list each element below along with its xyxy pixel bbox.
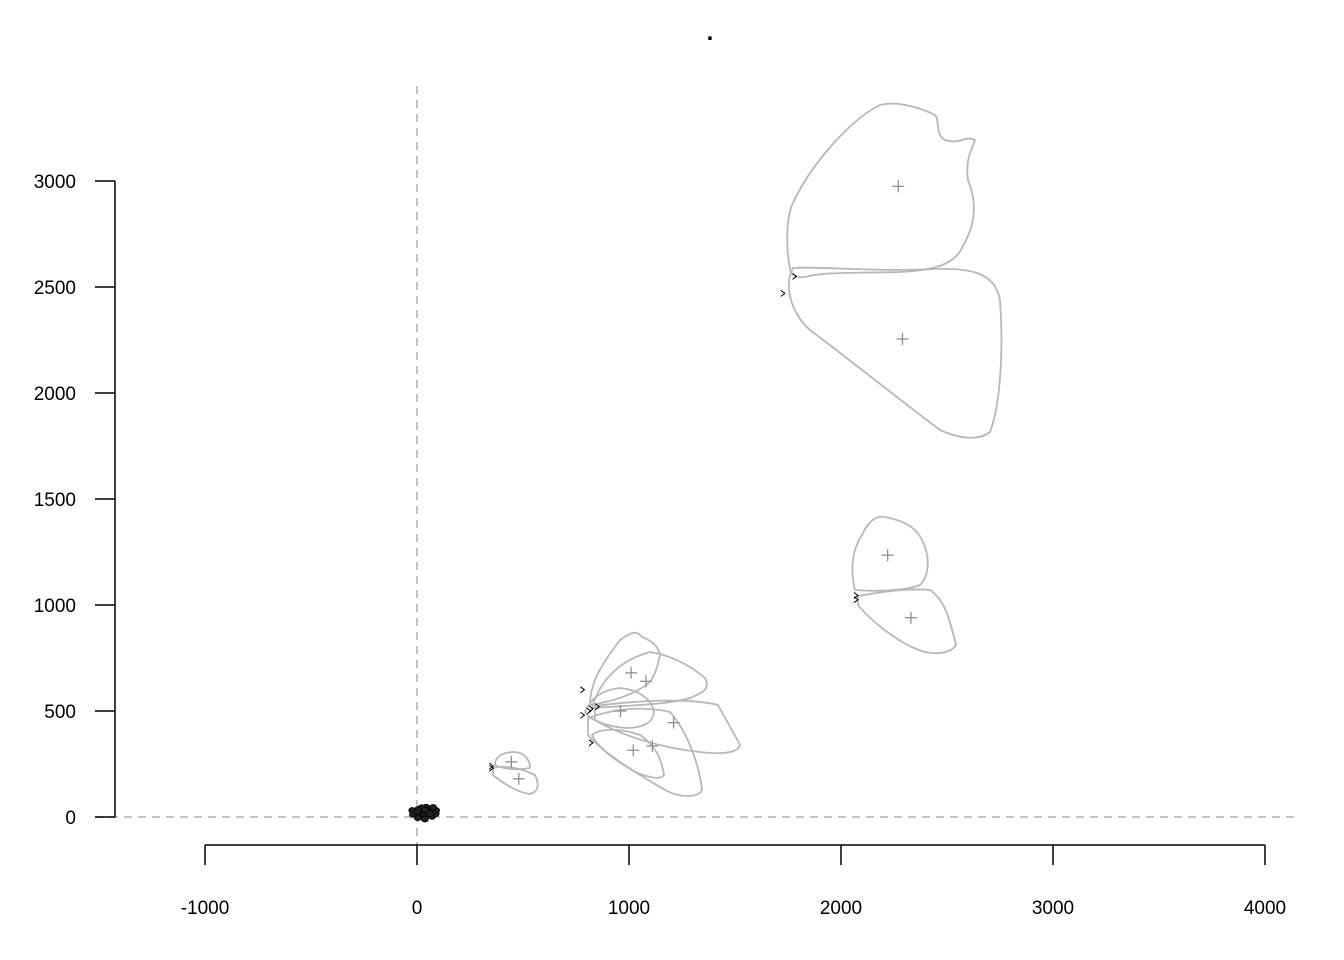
origin-point <box>421 806 429 814</box>
shape-outline-s2 <box>788 266 1003 439</box>
origin-point <box>413 808 422 816</box>
origin-point <box>425 810 434 817</box>
anchor-arrows <box>489 273 859 772</box>
centroid-marker-s7 <box>614 705 627 717</box>
shape-outline-s3 <box>851 515 929 592</box>
x-tick-label: 2000 <box>820 898 862 919</box>
shape-outline-s4 <box>857 588 957 655</box>
centroid-markers <box>505 180 917 785</box>
x-tick-label: 1000 <box>608 898 650 919</box>
anchor-arrow-s6 <box>595 703 601 711</box>
origin-point <box>413 814 422 822</box>
anchor-arrow-s2 <box>780 289 786 297</box>
y-tick-label: 1500 <box>34 490 76 511</box>
y-tick-label: 3000 <box>34 172 76 193</box>
shape-outline-s5 <box>589 631 661 707</box>
x-axis: -1000 0 1000 2000 3000 4000 <box>181 844 1286 919</box>
origin-point <box>420 816 429 823</box>
centroid-marker-s2 <box>896 332 909 345</box>
anchor-arrow-s12 <box>489 764 495 772</box>
shape-outline-s12 <box>492 765 539 795</box>
centroid-marker-s12 <box>512 772 525 785</box>
centroid-marker-s11 <box>505 755 518 768</box>
shape-outline-s10 <box>587 707 703 797</box>
y-axis: 0 500 1000 1500 2000 2500 3000 <box>34 172 116 829</box>
anchor-arrow-s11 <box>489 762 495 770</box>
shape-outline-s7 <box>583 687 655 729</box>
shape-outline-s9 <box>590 728 665 779</box>
anchor-arrow-s1 <box>792 273 798 280</box>
x-tick-label: 4000 <box>1244 898 1286 919</box>
x-tick-label: 3000 <box>1032 898 1074 919</box>
centroid-marker-s8 <box>667 716 680 729</box>
y-tick-label: 2500 <box>34 278 76 299</box>
origin-point <box>429 804 438 811</box>
x-tick-label: -1000 <box>181 898 230 919</box>
centroid-marker-s5 <box>625 666 638 679</box>
shape-outline-s6 <box>590 651 708 709</box>
y-tick-label: 0 <box>65 808 76 829</box>
centroid-marker-s3 <box>881 549 894 562</box>
x-tick-label: 0 <box>412 898 423 919</box>
anchor-arrow-s4 <box>853 596 859 604</box>
centroid-marker-s9 <box>627 744 640 757</box>
shape-outline-s8 <box>594 699 741 755</box>
anchor-arrow-s10 <box>586 707 592 715</box>
y-tick-label: 1000 <box>34 596 76 617</box>
shape-outline-s11 <box>494 751 531 771</box>
anchor-arrow-s5 <box>580 686 586 694</box>
centroid-marker-s10 <box>646 739 659 752</box>
y-tick-label: 2000 <box>34 384 76 405</box>
anchor-arrow-s7 <box>580 711 586 719</box>
shape-outlines <box>492 102 1003 797</box>
centroid-marker-s6 <box>639 675 652 688</box>
chart-title: . <box>707 19 714 46</box>
centroid-marker-s4 <box>904 611 917 624</box>
centroid-marker-s1 <box>892 180 905 193</box>
origin-cluster <box>408 803 441 823</box>
shape-outline-s1 <box>786 102 977 278</box>
anchor-arrow-s9 <box>588 739 594 747</box>
y-tick-label: 500 <box>44 702 76 723</box>
reference-lines <box>96 86 1300 847</box>
